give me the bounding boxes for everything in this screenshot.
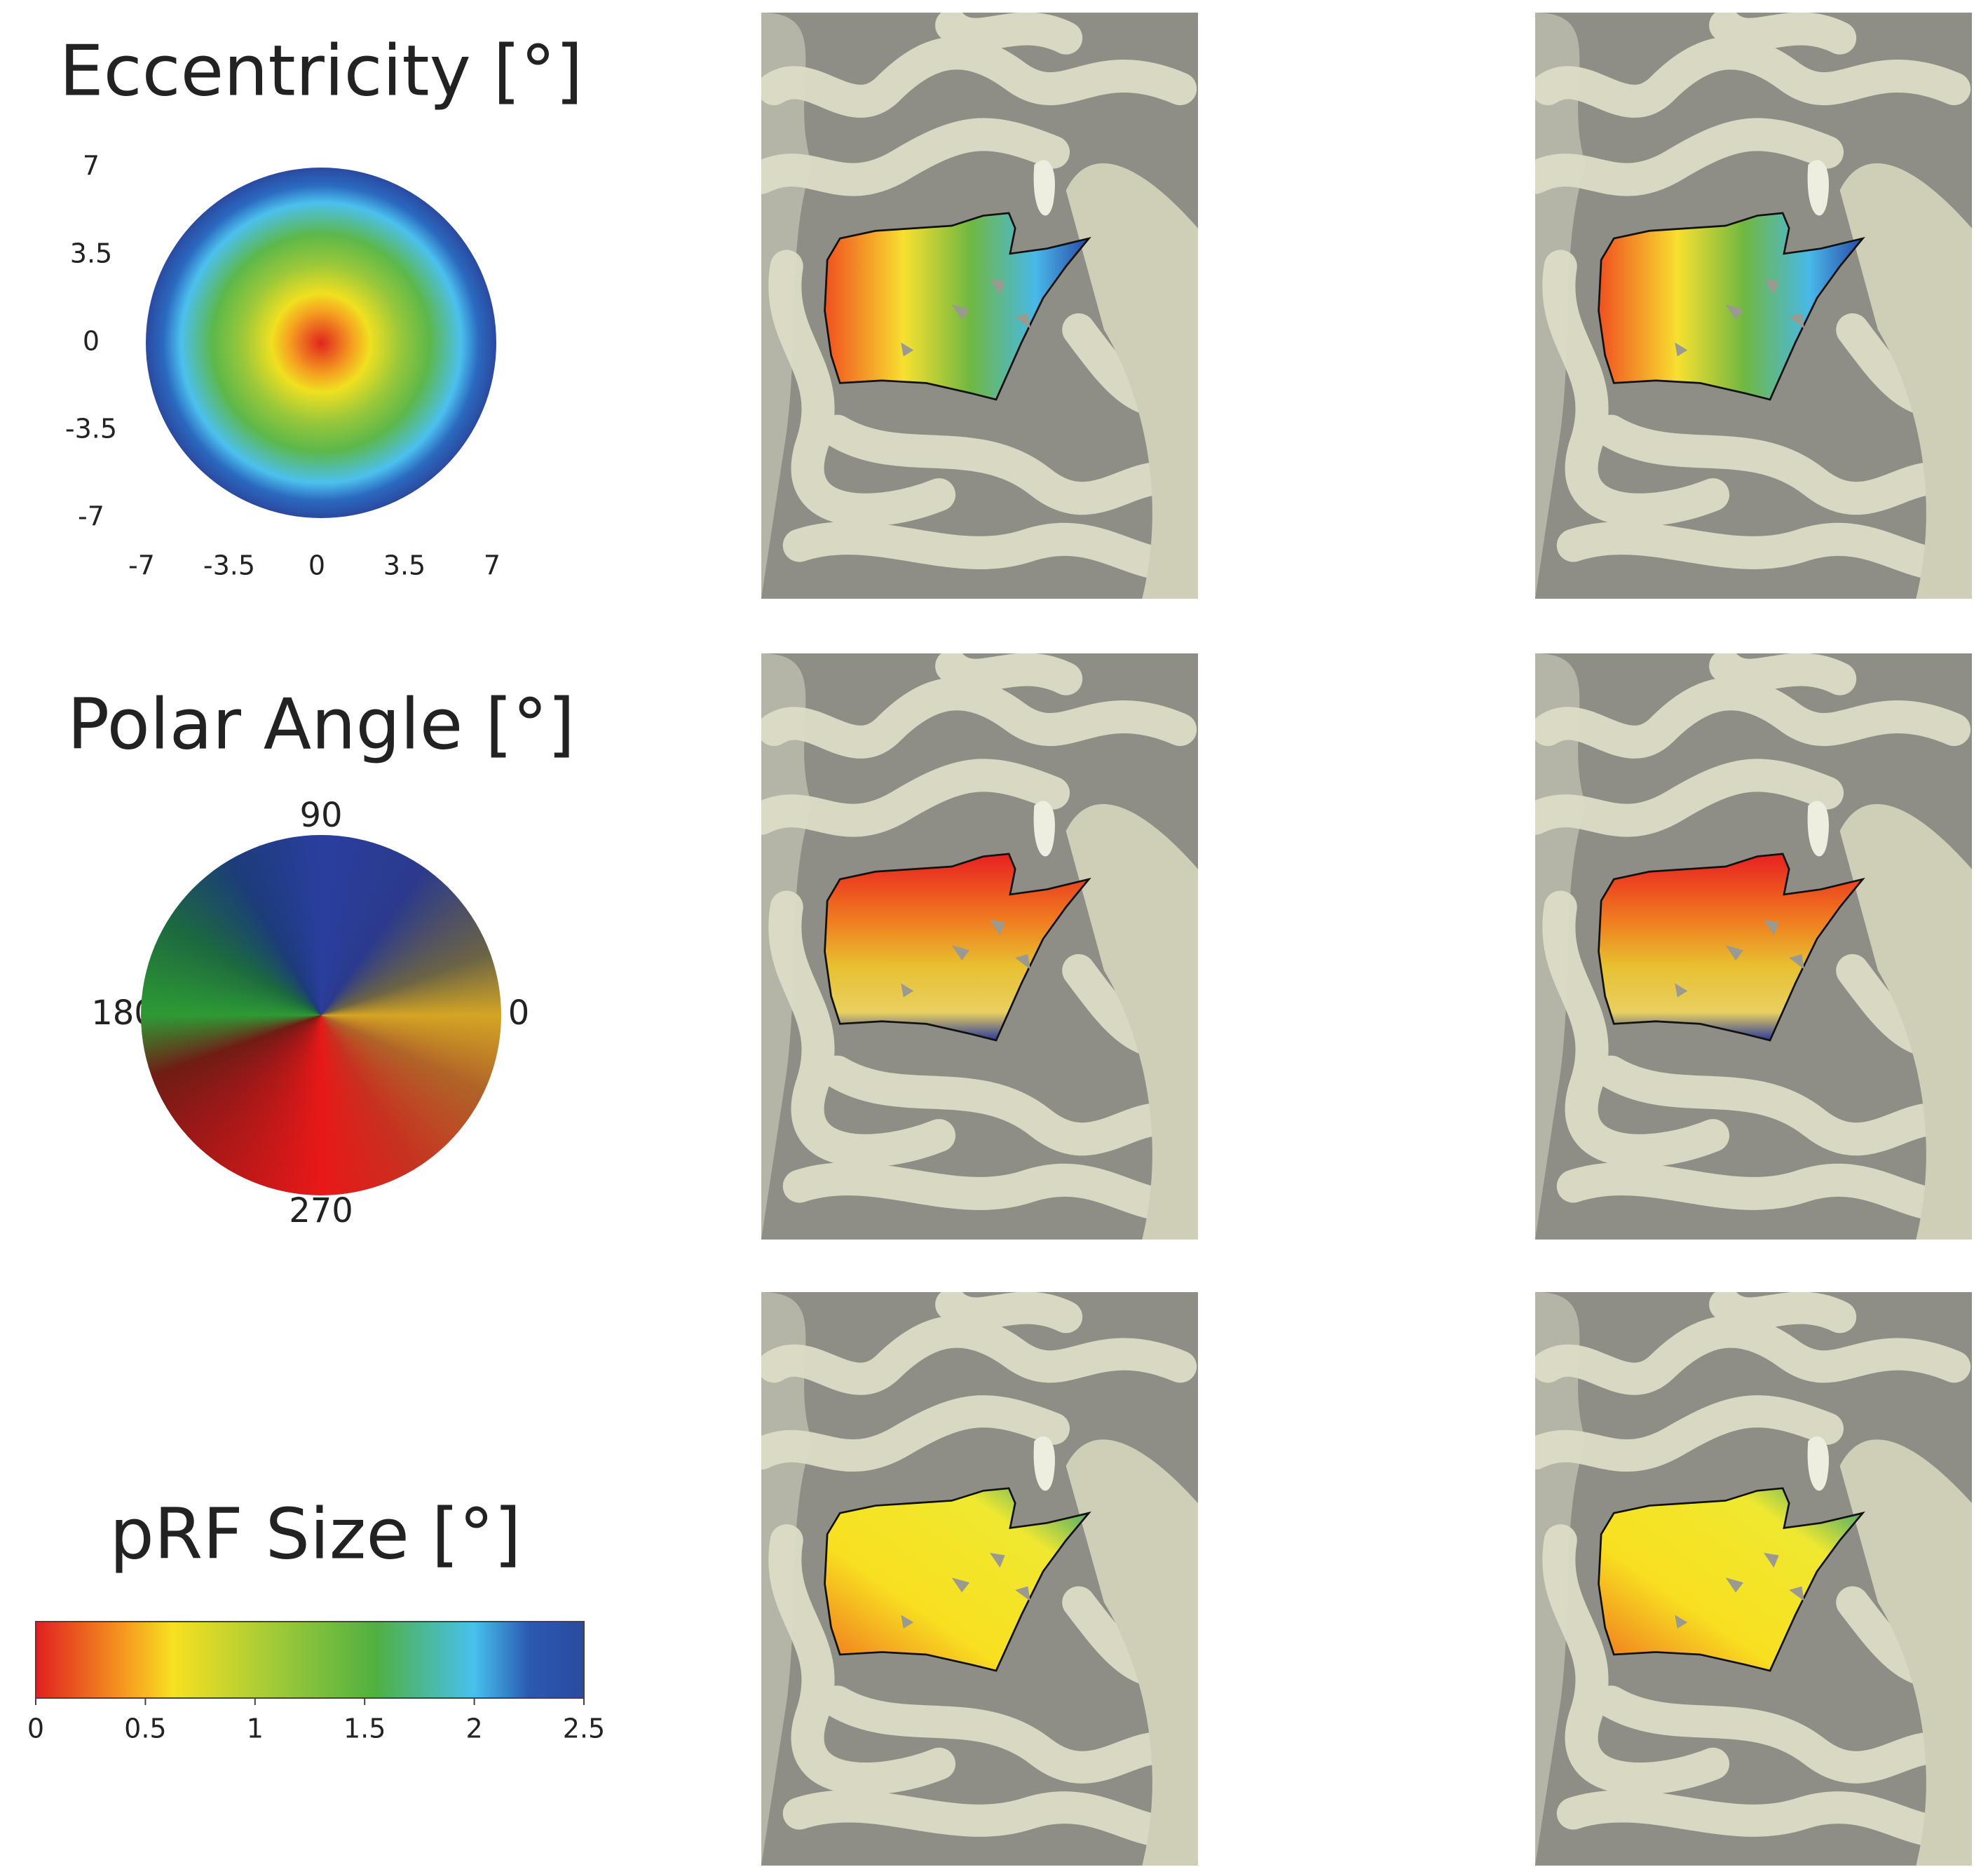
y-tick-label: 0 xyxy=(83,326,100,357)
x-tick-label: -7 xyxy=(128,550,155,581)
y-tick-label: 7 xyxy=(83,151,100,182)
polar-angle-wheel xyxy=(141,835,501,1195)
x-tick-label: -3.5 xyxy=(203,550,255,581)
angle-label: 0 xyxy=(508,993,530,1033)
brain-panel xyxy=(761,653,1198,1240)
angle-label: 270 xyxy=(289,1191,353,1230)
y-tick-label: -7 xyxy=(78,501,104,532)
y-tick-label: 3.5 xyxy=(70,238,112,269)
x-tick-label: 0 xyxy=(27,1713,44,1744)
x-tick-label: 0 xyxy=(308,550,325,581)
x-tick-label: 3.5 xyxy=(383,550,425,581)
brain-panels xyxy=(761,13,1972,1866)
x-tick-label: 1.5 xyxy=(343,1713,386,1744)
brain-panel xyxy=(1535,1292,1972,1866)
x-tick-label: 0.5 xyxy=(124,1713,166,1744)
figure: Eccentricity [°] Polar Angle [°] pRF Siz… xyxy=(0,0,1988,1867)
eccentricity-disc xyxy=(146,168,496,518)
y-tick-label: -3.5 xyxy=(65,414,117,444)
brain-panel xyxy=(761,13,1198,599)
brain-panel xyxy=(761,1292,1198,1866)
angle-label: 90 xyxy=(299,796,342,835)
x-tick-label: 7 xyxy=(484,550,501,581)
x-tick-label: 2.5 xyxy=(563,1713,605,1744)
prf-size-title: pRF Size [°] xyxy=(109,1493,521,1575)
colorbar xyxy=(36,1622,584,1698)
x-tick-label: 2 xyxy=(466,1713,483,1744)
eccentricity-title: Eccentricity [°] xyxy=(59,29,583,111)
brain-panel xyxy=(1535,653,1972,1240)
brain-panel xyxy=(1535,13,1972,599)
polar-angle-title: Polar Angle [°] xyxy=(67,683,575,765)
x-tick-label: 1 xyxy=(247,1713,264,1744)
